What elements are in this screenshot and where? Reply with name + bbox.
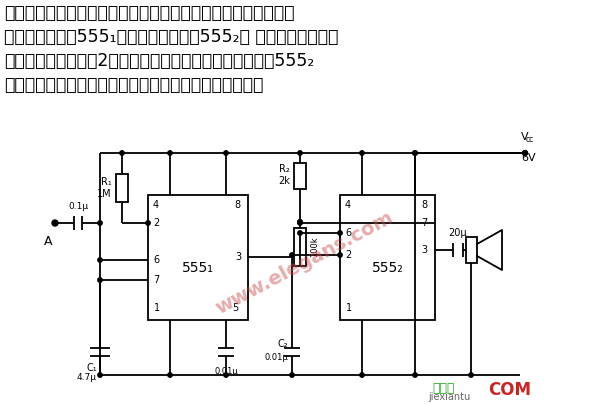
Text: A: A	[44, 235, 52, 248]
Bar	[294, 228, 306, 266]
Circle shape	[290, 373, 294, 377]
Circle shape	[298, 220, 302, 224]
Text: www.elegans.com: www.elegans.com	[213, 208, 397, 318]
Text: 0.01μ: 0.01μ	[264, 353, 288, 362]
Text: 20μ: 20μ	[449, 228, 467, 238]
Text: 器。平时由于触发端2脚悬空，故输出为低电平，并连接到555₂: 器。平时由于触发端2脚悬空，故输出为低电平，并连接到555₂	[4, 52, 314, 70]
Bar	[116, 174, 128, 202]
Circle shape	[413, 151, 417, 155]
Text: 2k: 2k	[278, 176, 290, 186]
Text: jiexiantu: jiexiantu	[428, 392, 470, 402]
Text: 7: 7	[153, 275, 160, 285]
Circle shape	[52, 220, 58, 226]
Text: 6: 6	[153, 255, 159, 265]
Text: 4: 4	[345, 200, 351, 210]
Text: 接线图: 接线图	[432, 382, 454, 395]
Text: cc: cc	[526, 135, 534, 144]
Circle shape	[338, 231, 342, 235]
Text: R₁: R₁	[101, 177, 112, 187]
Text: 音响电路，其中555₁接成单稳触发器，555₂接 成无稳态多谐振荡: 音响电路，其中555₁接成单稳触发器，555₂接 成无稳态多谐振荡	[4, 28, 339, 46]
Circle shape	[290, 253, 294, 257]
Text: 8: 8	[421, 200, 427, 210]
Circle shape	[469, 373, 473, 377]
Bar	[148, 195, 248, 320]
Bar	[294, 163, 306, 189]
Text: 6: 6	[345, 228, 351, 238]
Text: 0.1μ: 0.1μ	[68, 202, 88, 211]
Circle shape	[98, 221, 102, 225]
Circle shape	[338, 253, 342, 257]
Bar	[466, 237, 477, 263]
Circle shape	[224, 373, 228, 377]
Circle shape	[298, 231, 302, 235]
Text: 1: 1	[154, 303, 160, 313]
Text: 0.01μ: 0.01μ	[214, 367, 238, 376]
Circle shape	[168, 373, 172, 377]
Circle shape	[298, 151, 302, 155]
Circle shape	[168, 151, 172, 155]
Text: 555₁: 555₁	[182, 261, 214, 274]
Circle shape	[360, 373, 364, 377]
Text: 8: 8	[234, 200, 240, 210]
Text: 555₂: 555₂	[372, 261, 403, 274]
Circle shape	[360, 151, 364, 155]
Text: 4.7μ: 4.7μ	[77, 373, 97, 382]
Text: 当然也可以是花蕾或某片叶子。图示线路是将时基电路接成触摸: 当然也可以是花蕾或某片叶子。图示线路是将时基电路接成触摸	[4, 4, 295, 22]
Text: C₁: C₁	[87, 363, 97, 373]
Text: 1: 1	[346, 303, 352, 313]
Text: COM: COM	[488, 381, 531, 399]
Circle shape	[298, 221, 302, 225]
Text: 100k: 100k	[310, 237, 319, 257]
Bar	[340, 195, 435, 320]
Circle shape	[523, 151, 527, 155]
Text: 2: 2	[153, 218, 160, 228]
Text: C₂: C₂	[278, 339, 288, 349]
Circle shape	[98, 278, 102, 282]
Text: R₂: R₂	[279, 164, 290, 174]
Circle shape	[146, 221, 150, 225]
Text: 7: 7	[421, 218, 427, 228]
Text: 1M: 1M	[97, 189, 112, 199]
Circle shape	[298, 220, 302, 224]
Text: 6V: 6V	[521, 153, 535, 163]
Circle shape	[413, 373, 417, 377]
Circle shape	[98, 258, 102, 262]
Text: 4: 4	[153, 200, 159, 210]
Circle shape	[224, 151, 228, 155]
Text: 5: 5	[232, 303, 238, 313]
Circle shape	[98, 373, 102, 377]
Circle shape	[413, 151, 417, 155]
Text: 的复位端，强迫复位，故输出也是低电平，扬声器无声。: 的复位端，强迫复位，故输出也是低电平，扬声器无声。	[4, 76, 263, 94]
Text: 3: 3	[235, 252, 241, 262]
Text: V: V	[521, 132, 528, 142]
Text: 3: 3	[421, 245, 427, 255]
Text: 2: 2	[345, 250, 351, 260]
Circle shape	[522, 151, 528, 156]
Circle shape	[120, 151, 124, 155]
